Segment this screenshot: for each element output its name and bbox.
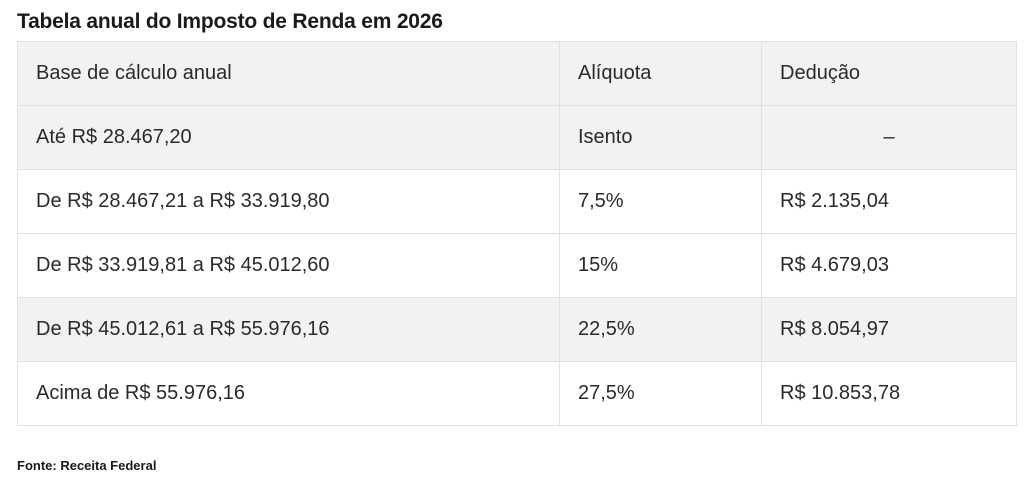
cell-deducao: R$ 10.853,78 (761, 361, 1017, 426)
table-row: De R$ 28.467,21 a R$ 33.919,80 7,5% R$ 2… (17, 169, 1017, 234)
cell-aliquota: 22,5% (559, 297, 762, 362)
cell-aliquota: 27,5% (559, 361, 762, 426)
income-tax-table: Base de cálculo anual Alíquota Dedução A… (17, 41, 1017, 426)
cell-aliquota: 15% (559, 233, 762, 298)
table-title: Tabela anual do Imposto de Renda em 2026 (17, 10, 443, 33)
table-row: Acima de R$ 55.976,16 27,5% R$ 10.853,78 (17, 361, 1017, 426)
cell-deducao: R$ 8.054,97 (761, 297, 1017, 362)
cell-base: De R$ 33.919,81 a R$ 45.012,60 (17, 233, 560, 298)
table-row: De R$ 45.012,61 a R$ 55.976,16 22,5% R$ … (17, 297, 1017, 362)
cell-base: Até R$ 28.467,20 (17, 105, 560, 170)
header-aliquota: Alíquota (559, 41, 762, 106)
table-row: Até R$ 28.467,20 Isento – (17, 105, 1017, 170)
cell-base: De R$ 28.467,21 a R$ 33.919,80 (17, 169, 560, 234)
cell-base: Acima de R$ 55.976,16 (17, 361, 560, 426)
cell-base: De R$ 45.012,61 a R$ 55.976,16 (17, 297, 560, 362)
cell-aliquota: Isento (559, 105, 762, 170)
header-base-calculo: Base de cálculo anual (17, 41, 560, 106)
table-row: De R$ 33.919,81 a R$ 45.012,60 15% R$ 4.… (17, 233, 1017, 298)
table-header-row: Base de cálculo anual Alíquota Dedução (17, 41, 1017, 106)
cell-deducao: R$ 4.679,03 (761, 233, 1017, 298)
cell-aliquota: 7,5% (559, 169, 762, 234)
cell-deducao: – (761, 105, 1017, 170)
header-deducao: Dedução (761, 41, 1017, 106)
source-caption: Fonte: Receita Federal (17, 458, 157, 473)
cell-deducao: R$ 2.135,04 (761, 169, 1017, 234)
